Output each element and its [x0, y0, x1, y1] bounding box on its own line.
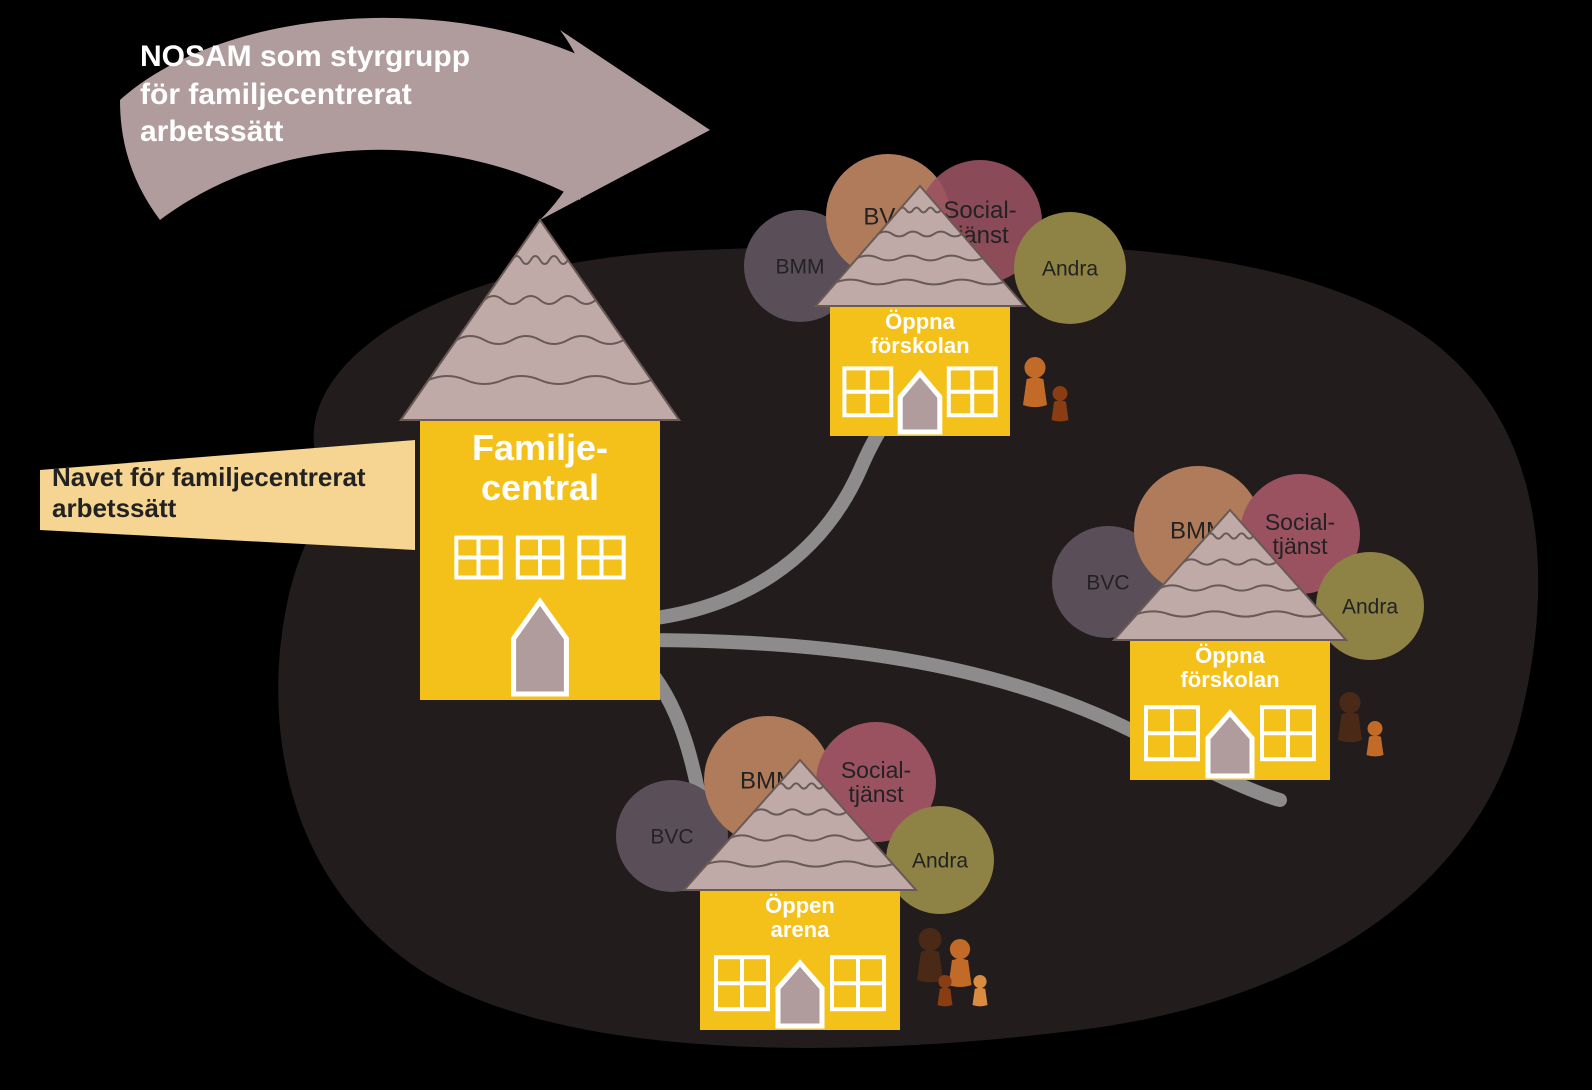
- circle-label: tjänst: [1273, 533, 1329, 559]
- circle-label: Social-: [1265, 509, 1335, 535]
- circle-label: Andra: [1042, 257, 1098, 280]
- circle-label: Andra: [912, 849, 968, 872]
- circle-label: BVC: [650, 825, 693, 848]
- circle-label: BMM: [776, 255, 825, 278]
- circle-label: BVC: [1086, 571, 1129, 594]
- circle-label: Social-: [841, 757, 911, 783]
- small-house-right-label: Öppna förskolan: [1130, 644, 1330, 692]
- small-house-top-label: Öppna förskolan: [830, 310, 1010, 358]
- main-house-label: Familje- central: [420, 428, 660, 507]
- circle-label: Social-: [943, 197, 1016, 224]
- small-house-bottom-label: Öppen arena: [700, 894, 900, 942]
- circle-label: tjänst: [849, 781, 905, 807]
- callout-label: Navet för familjecentrerat arbetssätt: [52, 462, 366, 524]
- circle-label: Andra: [1342, 595, 1398, 618]
- arrow-label: NOSAM som styrgrupp för familjecentrerat…: [140, 38, 470, 151]
